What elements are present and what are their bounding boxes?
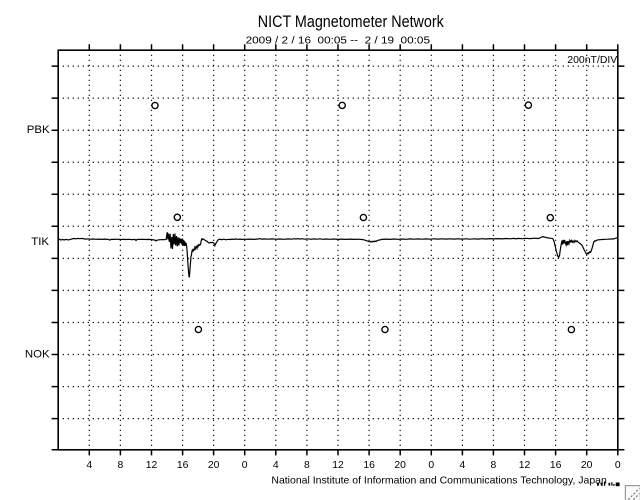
svg-text:16: 16 xyxy=(550,460,562,471)
svg-text:0: 0 xyxy=(615,460,621,471)
svg-text:8: 8 xyxy=(304,460,310,471)
svg-text:8: 8 xyxy=(118,460,124,471)
svg-text:12: 12 xyxy=(332,460,344,471)
svg-text:12: 12 xyxy=(146,460,158,471)
svg-text:2009 / 2 / 16 00:05 -- 2 / 1: 2009 / 2 / 16 00:05 -- 2 / 19 00:05 xyxy=(246,36,431,47)
svg-text:20: 20 xyxy=(581,460,593,471)
svg-text:20: 20 xyxy=(208,460,220,471)
svg-text:NICT Magnetometer Network: NICT Magnetometer Network xyxy=(258,13,445,31)
svg-text:4: 4 xyxy=(273,460,279,471)
svg-text:PBK: PBK xyxy=(27,124,50,136)
svg-text:16: 16 xyxy=(363,460,375,471)
svg-text:National Institute of Informat: National Institute of Information and Co… xyxy=(271,475,607,486)
svg-text:8: 8 xyxy=(491,460,497,471)
svg-text:0: 0 xyxy=(428,460,434,471)
svg-text:12: 12 xyxy=(519,460,531,471)
svg-text:20: 20 xyxy=(394,460,406,471)
svg-text:200nT/DIV: 200nT/DIV xyxy=(567,55,617,66)
svg-text:TIK: TIK xyxy=(31,236,49,248)
svg-text:16: 16 xyxy=(177,460,189,471)
svg-text:4: 4 xyxy=(86,460,92,471)
svg-text:NOK: NOK xyxy=(25,348,50,360)
svg-text:4: 4 xyxy=(460,460,466,471)
svg-text:0: 0 xyxy=(242,460,248,471)
